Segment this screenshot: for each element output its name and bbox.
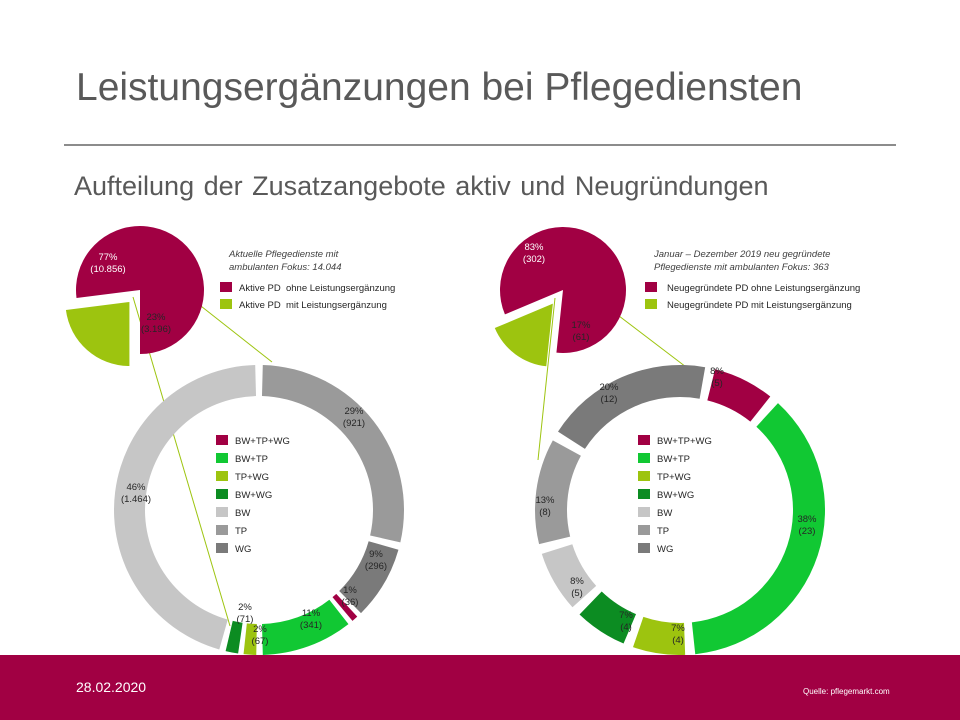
active-donut-segment-tp-wg [243, 623, 257, 655]
new-donut-legend-label-6: WG [657, 544, 673, 555]
active-donut-segment-wg [339, 541, 399, 614]
new-donut-legend-label-5: TP [657, 526, 669, 537]
active-donut-legend-label-2: TP+WG [235, 472, 269, 483]
active-legend-label-0: Aktive PD ohne Leistungsergänzung [239, 283, 395, 294]
active-donut-segment-bw-wg [225, 620, 243, 654]
new-legend-swatch-0 [645, 282, 657, 292]
active-donut-legend-swatch-3 [216, 489, 228, 499]
new-legend-label-0: Neugegründete PD ohne Leistungsergänzung [667, 283, 860, 294]
active-top-label-small: 23% (3.196) [141, 312, 171, 335]
new-donut-legend-swatch-0 [638, 435, 650, 445]
new-note-line2: Pflegedienste mit ambulanten Fokus: 363 [654, 262, 830, 273]
new-donut-legend-label-2: TP+WG [657, 472, 691, 483]
new-donut-legend-label-4: BW [657, 508, 672, 519]
new-donut-segment-bw [541, 544, 597, 608]
new-donut-legend-label-1: BW+TP [657, 454, 690, 465]
charts-canvas: 77% (10.856) 23% (3.196) 29% (921) 9% (296) 1%(… [65, 226, 860, 655]
active-top-slice-aktive-pd-ohne-leistungserg-nzung [76, 226, 204, 354]
connector-line-new-left [537, 297, 556, 461]
page-subtitle: Aufteilung der Zusatzangebote aktiv und … [74, 171, 769, 201]
new-donut-label-bw: 8% (5) [570, 576, 584, 599]
footer-date: 28.02.2020 [76, 679, 147, 695]
new-donut-legend-swatch-6 [638, 543, 650, 553]
active-donut-chart: 29% (921) 9% (296) 1% (36) 11% (341) 2% (67)2% (71… [113, 365, 404, 655]
active-donut-legend-label-4: BW [235, 508, 250, 519]
title-divider [64, 144, 896, 146]
new-donut-chart: 8% (5) 38% (23) 7% (4) 7% (4) 8% (5) 13% (8) 20% (12) [535, 364, 825, 655]
active-donut-legend: BW+TP+WG BW+TP TP+WG BW+WG BW TP WG [216, 435, 290, 555]
new-donut-segment-tp [535, 440, 581, 545]
new-top-slice-neugegr-ndete-pd-mit-leistungserg-nzung [494, 303, 553, 367]
new-donut-segment-wg [557, 364, 706, 449]
active-top-slice-aktive-pd-mit-leistungserg-nzung [65, 302, 130, 367]
new-donut-label-wg: 20% (12) [599, 382, 619, 405]
new-donut-legend-swatch-4 [638, 507, 650, 517]
active-donut-label-bw-tp-wg: 1% (36) [342, 585, 359, 608]
new-top-pie: 83% (302) 17% (61) [494, 227, 627, 367]
new-donut-legend-swatch-2 [638, 471, 650, 481]
new-donut-segment-bw-tp-wg [707, 369, 771, 422]
footer-source: Quelle: pflegemarkt.com [803, 687, 890, 696]
footer-bar: 28.02.2020 Quelle: pflegemarkt.com [0, 655, 960, 720]
new-donut-legend-label-3: BW+WG [657, 490, 694, 501]
new-note-line1: Januar – Dezember 2019 neu gegründete [653, 249, 830, 260]
new-top-label-small: 17% (61) [571, 320, 591, 343]
active-donut-legend-swatch-6 [216, 543, 228, 553]
new-donut-label-bw-tp: 38% (23) [797, 514, 817, 537]
new-donut-label-bw-wg: 7% (4) [619, 610, 633, 633]
new-donut-legend-label-0: BW+TP+WG [657, 436, 712, 447]
active-donut-segment-tp [261, 365, 404, 543]
new-donut-legend: BW+TP+WG BW+TP TP+WG BW+WG BW TP WG [638, 435, 712, 555]
new-donut-label-bw-tp-wg: 8% (5) [710, 366, 724, 389]
connector-line-active-right [191, 298, 273, 363]
active-legend-swatch-1 [220, 299, 232, 309]
page-title: Leistungsergänzungen bei Pflegediensten [76, 66, 803, 109]
active-donut-label-tp: 29% (921) [343, 406, 365, 429]
new-donut-legend-swatch-3 [638, 489, 650, 499]
active-donut-legend-swatch-4 [216, 507, 228, 517]
new-top-slice-neugegr-ndete-pd-ohne-leistungserg-nzung [499, 227, 627, 353]
new-donut-legend-swatch-5 [638, 525, 650, 535]
active-donut-label-bw: 46% (1.464) [121, 482, 151, 505]
active-donut-legend-label-0: BW+TP+WG [235, 436, 290, 447]
new-donut-segment-tp-wg [633, 616, 686, 655]
active-donut-legend-label-3: BW+WG [235, 490, 272, 501]
active-donut-segment-bw-tp [261, 599, 349, 655]
active-donut-legend-swatch-0 [216, 435, 228, 445]
active-donut-label-wg: 9% (296) [365, 549, 387, 572]
new-donut-label-tp-wg: 7% (4) [671, 623, 685, 646]
new-donut-label-tp: 13% (8) [535, 495, 555, 518]
active-donut-label-bw-wg: 2% (71) [237, 602, 254, 625]
active-note-line2: ambulanten Fokus: 14.044 [229, 262, 342, 273]
new-legend-swatch-1 [645, 299, 657, 309]
active-top-label-big: 77% (10.856) [90, 252, 125, 275]
active-top-pie: 77% (10.856) 23% (3.196) [65, 226, 204, 367]
active-donut-legend-label-6: WG [235, 544, 251, 555]
active-donut-legend-swatch-2 [216, 471, 228, 481]
active-note-line1: Aktuelle Pflegedienste mit [228, 249, 339, 260]
new-donut-segment-bw-tp [691, 403, 825, 655]
active-donut-legend-label-5: TP [235, 526, 247, 537]
active-donut-legend-label-1: BW+TP [235, 454, 268, 465]
active-donut-label-tp-wg: 2% (67) [252, 624, 269, 647]
active-donut-label-bw-tp: 11% (341) [300, 608, 322, 631]
active-donut-segment-bw [113, 365, 257, 650]
active-donut-legend-swatch-5 [216, 525, 228, 535]
new-donut-legend-swatch-1 [638, 453, 650, 463]
active-donut-legend-swatch-1 [216, 453, 228, 463]
active-donut-segment-bw-tp-wg [332, 593, 358, 621]
new-donut-segment-bw-wg [579, 591, 637, 644]
new-legend-label-1: Neugegründete PD mit Leistungsergänzung [667, 300, 852, 311]
active-legend-label-1: Aktive PD mit Leistungsergänzung [239, 300, 387, 311]
active-legend-swatch-0 [220, 282, 232, 292]
new-top-label-big: 83% (302) [523, 242, 545, 265]
